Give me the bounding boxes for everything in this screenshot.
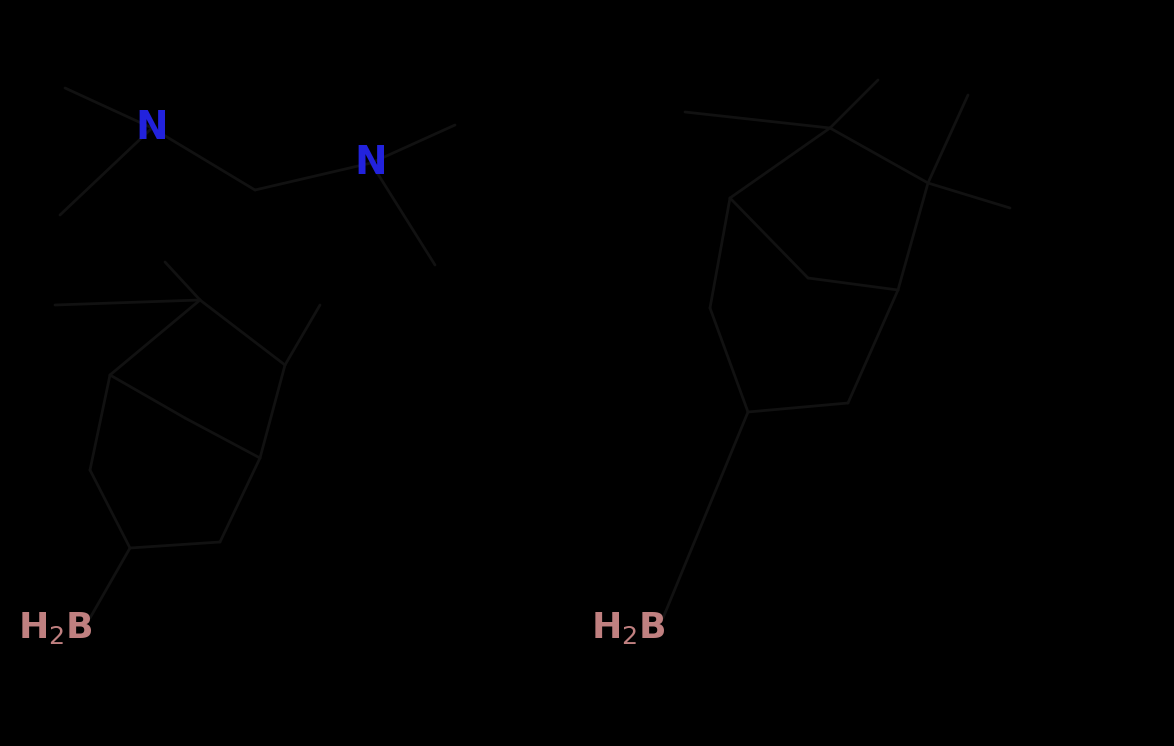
Text: N: N xyxy=(355,144,387,182)
Text: H$_2$B: H$_2$B xyxy=(18,610,93,646)
Text: N: N xyxy=(136,109,168,147)
Text: H$_2$B: H$_2$B xyxy=(591,610,666,646)
